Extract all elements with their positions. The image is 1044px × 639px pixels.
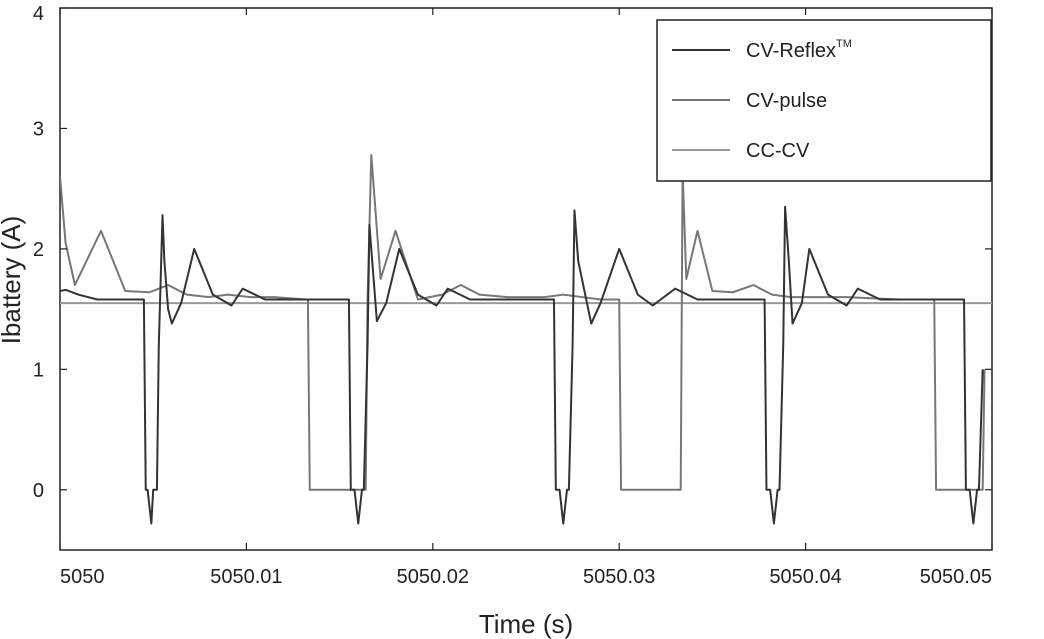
x-tick-label: 5050.05 (920, 566, 992, 588)
legend-box (656, 19, 992, 182)
series-layer (60, 153, 992, 525)
x-axis-label: Time (s) (479, 609, 573, 639)
legend-label-cv-reflex-name: CV-Reflex (746, 40, 836, 62)
y-tick-label: 4 (33, 3, 44, 25)
legend: CV-ReflexTM CV-pulse CC-CV (656, 19, 992, 182)
x-tick-label: 5050.02 (397, 566, 469, 588)
x-tick-label: 5050.03 (583, 566, 655, 588)
y-tick-label: 0 (33, 480, 44, 502)
legend-label-cv-reflex-tm: TM (836, 38, 852, 50)
y-tick-label: 1 (33, 359, 44, 381)
y-axis-label: Ibattery (A) (0, 216, 26, 345)
tick-layer: 5050 5050.01 5050.02 5050.03 5050.04 5050.05 0… (33, 3, 993, 588)
legend-label-cv-pulse: CV-pulse (746, 90, 827, 112)
legend-label-cc-cv: CC-CV (746, 140, 810, 162)
y-tick-label: 3 (33, 118, 44, 140)
series-line-cv-reflex (60, 205, 984, 525)
y-tick-label: 2 (33, 239, 44, 261)
x-tick-label: 5050.04 (769, 566, 841, 588)
x-tick-label: 5050 (60, 566, 105, 588)
legend-label-cv-reflex: CV-ReflexTM (746, 38, 852, 62)
x-tick-label: 5050.01 (210, 566, 282, 588)
